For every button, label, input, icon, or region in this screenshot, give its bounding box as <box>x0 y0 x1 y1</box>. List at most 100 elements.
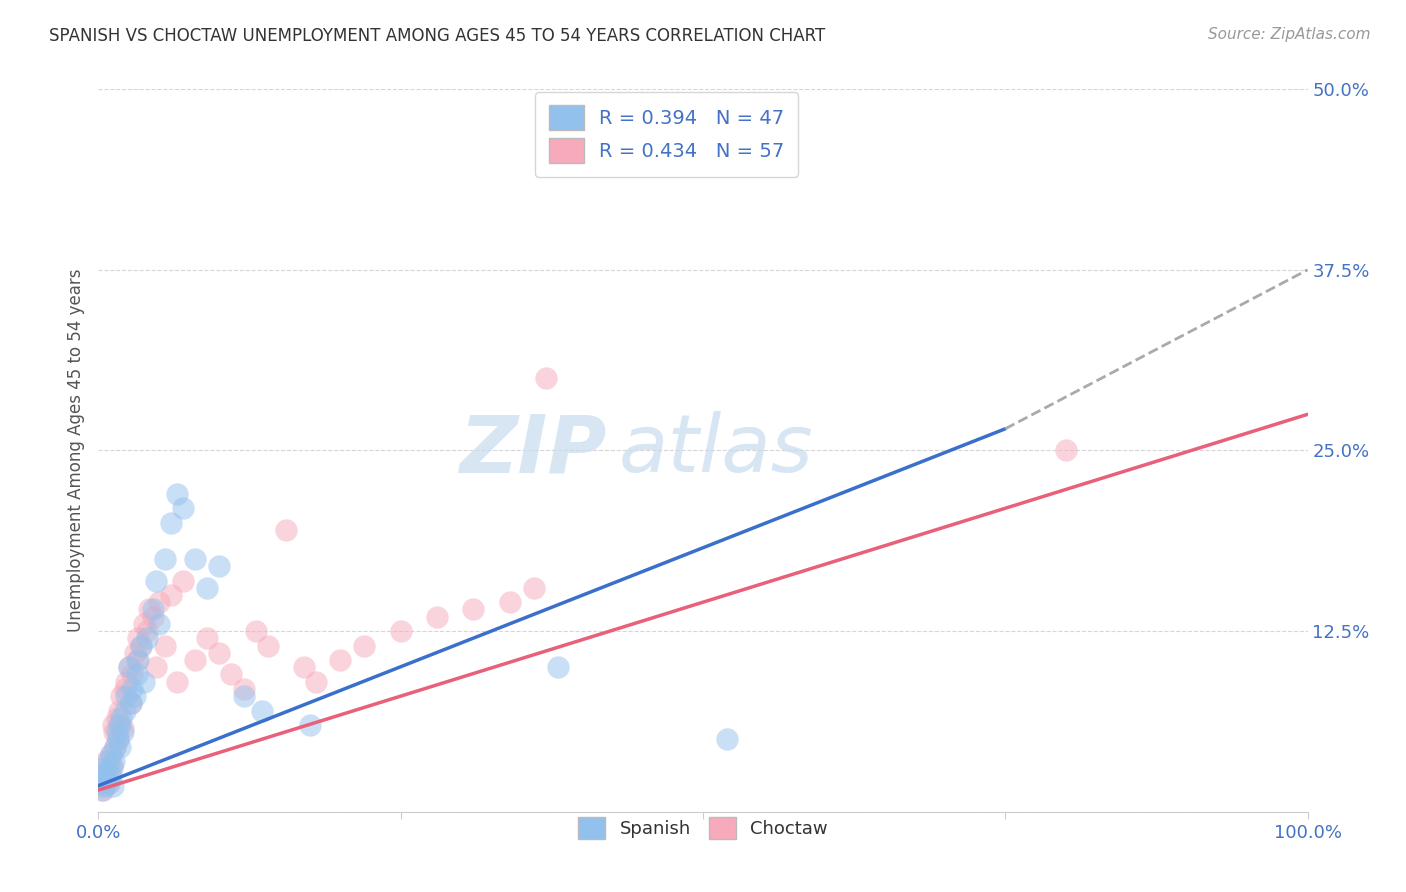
Point <box>115 674 138 689</box>
Point <box>108 739 131 754</box>
Point <box>245 624 267 639</box>
Point <box>121 667 143 681</box>
Point <box>107 732 129 747</box>
Point <box>195 581 218 595</box>
Point <box>160 588 183 602</box>
Point <box>134 674 156 689</box>
Point <box>90 776 112 790</box>
Point <box>114 704 136 718</box>
Point <box>105 711 128 725</box>
Point <box>498 595 520 609</box>
Point <box>108 718 131 732</box>
Point <box>127 653 149 667</box>
Point <box>153 551 176 566</box>
Point <box>97 776 120 790</box>
Point <box>93 779 115 793</box>
Point <box>100 758 122 772</box>
Point <box>97 754 120 768</box>
Point <box>153 639 176 653</box>
Point <box>145 660 167 674</box>
Point <box>1054 443 1077 458</box>
Point <box>98 776 121 790</box>
Point <box>166 674 188 689</box>
Point <box>232 689 254 703</box>
Point <box>96 764 118 779</box>
Point <box>127 632 149 646</box>
Point <box>118 660 141 674</box>
Point <box>142 602 165 616</box>
Point <box>142 609 165 624</box>
Point <box>93 772 115 787</box>
Point <box>145 574 167 588</box>
Point <box>138 602 160 616</box>
Point <box>256 639 278 653</box>
Point <box>105 725 128 739</box>
Point <box>108 704 131 718</box>
Point <box>110 711 132 725</box>
Point <box>250 704 273 718</box>
Point <box>103 725 125 739</box>
Point <box>91 783 114 797</box>
Text: SPANISH VS CHOCTAW UNEMPLOYMENT AMONG AGES 45 TO 54 YEARS CORRELATION CHART: SPANISH VS CHOCTAW UNEMPLOYMENT AMONG AG… <box>49 27 825 45</box>
Point <box>100 769 122 783</box>
Point <box>124 646 146 660</box>
Point <box>124 689 146 703</box>
Point <box>463 602 485 616</box>
Point <box>107 732 129 747</box>
Point <box>127 667 149 681</box>
Point <box>329 653 352 667</box>
Point <box>208 559 231 574</box>
Point <box>91 769 114 783</box>
Point <box>127 653 149 667</box>
Point <box>389 624 412 639</box>
Text: ZIP: ZIP <box>458 411 606 490</box>
Point <box>121 681 143 696</box>
Point <box>523 581 546 595</box>
Point <box>129 639 152 653</box>
Text: Source: ZipAtlas.com: Source: ZipAtlas.com <box>1208 27 1371 42</box>
Text: atlas: atlas <box>619 411 813 490</box>
Point <box>98 761 121 775</box>
Point <box>114 681 136 696</box>
Point <box>134 616 156 631</box>
Point <box>104 739 127 754</box>
Point <box>184 551 207 566</box>
Point <box>100 747 122 761</box>
Point <box>104 739 127 754</box>
Point <box>195 632 218 646</box>
Point <box>94 772 117 787</box>
Point <box>100 761 122 775</box>
Point <box>135 632 157 646</box>
Point <box>274 523 297 537</box>
Point <box>101 718 124 732</box>
Point <box>184 653 207 667</box>
Point <box>208 646 231 660</box>
Point <box>129 639 152 653</box>
Point <box>426 609 449 624</box>
Point <box>100 747 122 761</box>
Point <box>148 616 170 631</box>
Point <box>148 595 170 609</box>
Point <box>103 754 125 768</box>
Point <box>353 639 375 653</box>
Point <box>299 718 322 732</box>
Point <box>172 501 194 516</box>
Point <box>93 761 115 775</box>
Point <box>118 660 141 674</box>
Point <box>120 696 142 710</box>
Point <box>232 681 254 696</box>
Point <box>172 574 194 588</box>
Point <box>96 764 118 779</box>
Point <box>166 487 188 501</box>
Point <box>90 769 112 783</box>
Point <box>111 725 134 739</box>
Point <box>91 783 114 797</box>
Point <box>160 516 183 530</box>
Point <box>101 779 124 793</box>
Point <box>91 779 114 793</box>
Point <box>716 732 738 747</box>
Point <box>120 696 142 710</box>
Point <box>292 660 315 674</box>
Point <box>115 689 138 703</box>
Point <box>111 721 134 735</box>
